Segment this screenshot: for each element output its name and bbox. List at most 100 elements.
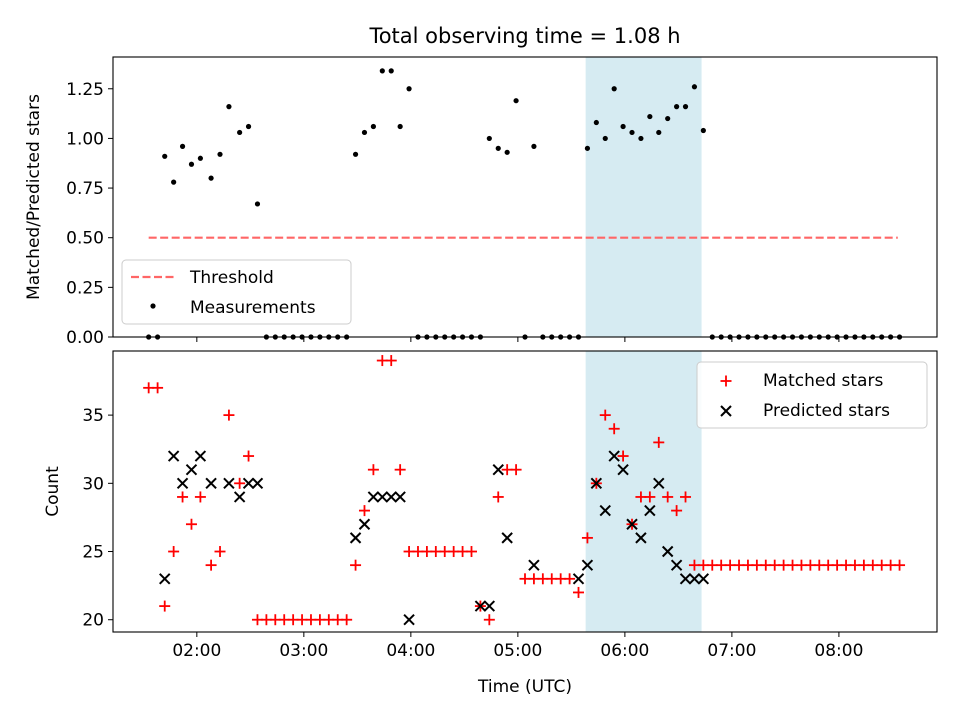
data-point <box>152 382 164 394</box>
legend: Matched stars Predicted stars <box>696 361 928 429</box>
data-point <box>629 129 635 136</box>
data-point <box>608 450 620 462</box>
data-point <box>197 155 203 161</box>
data-point <box>483 600 496 612</box>
data-point <box>176 477 189 490</box>
data-point <box>680 491 692 503</box>
data-point <box>242 477 255 490</box>
data-point <box>162 153 168 159</box>
top-panel: 0.00 0.25 0.50 0.75 1.00 1.25 Total observing … <box>24 24 938 348</box>
data-point <box>602 135 608 142</box>
data-point <box>251 477 264 490</box>
data-point <box>188 161 195 167</box>
data-point <box>167 450 180 462</box>
x-tick-label: 05:00 <box>493 641 542 661</box>
legend-box <box>696 361 928 429</box>
data-point <box>501 532 513 544</box>
data-point <box>194 491 206 503</box>
series-matched-stars <box>143 355 906 626</box>
data-point <box>217 151 223 157</box>
data-point <box>159 600 171 612</box>
data-point <box>394 491 406 503</box>
series-predicted-stars <box>159 450 710 626</box>
data-point <box>492 463 504 476</box>
legend: Threshold Measurements <box>121 259 352 325</box>
legend-box <box>121 259 352 325</box>
y-tick-label: 0.75 <box>66 179 104 199</box>
data-point <box>572 573 585 585</box>
legend-measurements-swatch <box>150 303 156 309</box>
data-point <box>661 545 674 558</box>
data-point <box>385 355 397 367</box>
y-tick-label: 0.50 <box>66 229 104 249</box>
data-point <box>599 504 611 517</box>
data-point <box>581 559 594 571</box>
data-point <box>670 559 683 571</box>
data-point <box>593 119 599 126</box>
data-point <box>638 135 644 142</box>
data-point <box>581 532 593 544</box>
data-point <box>223 409 235 421</box>
highlight-band <box>585 351 702 632</box>
data-point <box>599 409 611 421</box>
data-point <box>688 573 701 585</box>
data-point <box>617 463 629 476</box>
data-point <box>510 464 522 476</box>
data-point <box>564 573 576 585</box>
axes-frame <box>112 56 938 338</box>
data-point <box>691 84 698 90</box>
data-point <box>179 143 186 149</box>
data-point <box>679 573 692 585</box>
data-point <box>653 436 665 448</box>
data-point <box>662 491 674 503</box>
data-point <box>223 477 235 490</box>
data-point <box>171 179 177 185</box>
data-point <box>397 123 403 130</box>
data-point <box>233 491 246 503</box>
x-tick-label: 02:00 <box>172 641 221 661</box>
data-point <box>492 491 504 503</box>
data-point <box>590 477 603 490</box>
data-point <box>608 423 620 435</box>
legend-threshold-label: Threshold <box>189 268 274 288</box>
data-point <box>894 559 906 571</box>
data-point <box>245 123 252 130</box>
data-point <box>635 532 647 544</box>
x-axis-label: Time (UTC) <box>477 677 572 697</box>
x-tick-label: 06:00 <box>600 641 649 661</box>
data-point <box>194 450 207 462</box>
y-tick-label: 1.00 <box>66 129 104 149</box>
legend-matched-label: Matched stars <box>763 371 883 391</box>
data-point <box>352 151 359 157</box>
y-tick-label: 20 <box>82 611 104 631</box>
x-tick-label: 04:00 <box>386 641 435 661</box>
data-point <box>495 145 501 151</box>
data-point <box>513 98 519 104</box>
data-point <box>168 546 180 558</box>
bottom-panel: 02:00 03:00 04:00 05:00 06:00 07:00 08:00 20 25 3… <box>43 350 938 697</box>
data-point <box>205 477 217 490</box>
x-tick-label: 08:00 <box>814 641 863 661</box>
data-point <box>474 600 487 612</box>
data-point <box>208 175 214 181</box>
data-point <box>234 477 246 489</box>
data-point <box>376 491 389 503</box>
data-point <box>617 450 629 462</box>
y-axis-label: Matched/Predicted stars <box>24 94 44 300</box>
data-point <box>611 86 617 92</box>
legend-predicted-swatch <box>720 405 732 417</box>
data-point <box>671 505 683 517</box>
data-point <box>367 491 380 503</box>
data-point <box>403 614 415 626</box>
x-tick-label: 07:00 <box>707 641 756 661</box>
highlight-band <box>585 57 702 337</box>
y-tick-label: 0.00 <box>66 328 104 348</box>
data-point <box>358 518 371 530</box>
data-point <box>644 491 656 503</box>
data-point <box>237 129 243 136</box>
data-point <box>358 505 370 517</box>
data-point <box>385 491 397 503</box>
data-point <box>483 614 495 626</box>
data-point <box>177 491 189 503</box>
